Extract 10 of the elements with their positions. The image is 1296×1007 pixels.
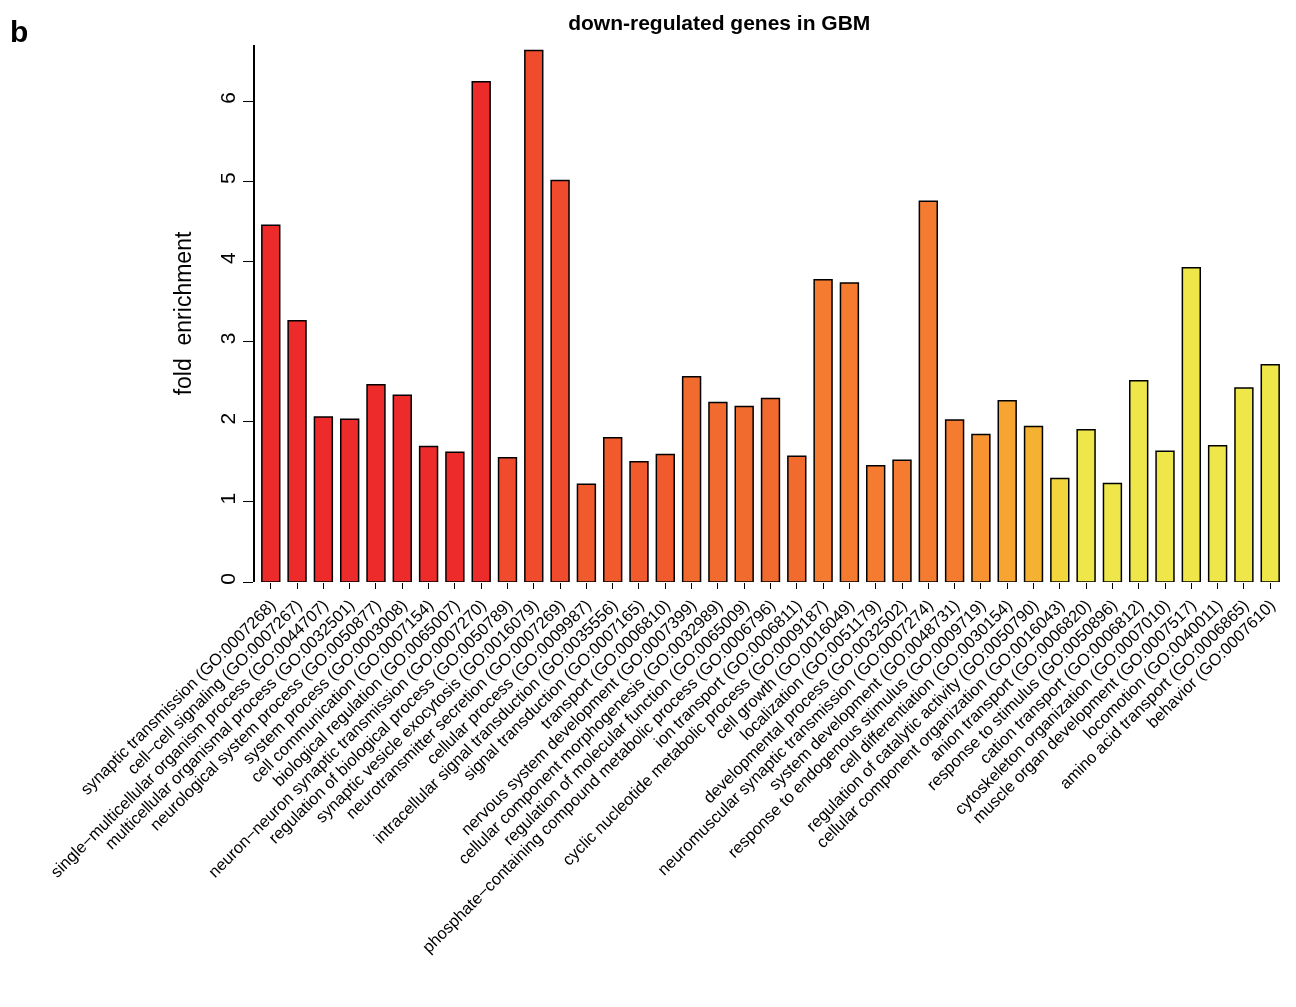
y-tick-label: 6 xyxy=(215,92,239,104)
y-axis-title: fold enrichment xyxy=(169,231,196,396)
y-tick-label: 5 xyxy=(215,172,239,184)
y-tick-label: 4 xyxy=(215,252,239,265)
text: b xyxy=(10,15,29,48)
y-tick-label: 1 xyxy=(215,492,239,505)
y-tick-label: 2 xyxy=(215,412,239,425)
y-tick-label: 3 xyxy=(215,332,239,345)
y-tick-label: 0 xyxy=(215,573,239,585)
chart-title: down-regulated genes in GBM xyxy=(568,10,871,34)
